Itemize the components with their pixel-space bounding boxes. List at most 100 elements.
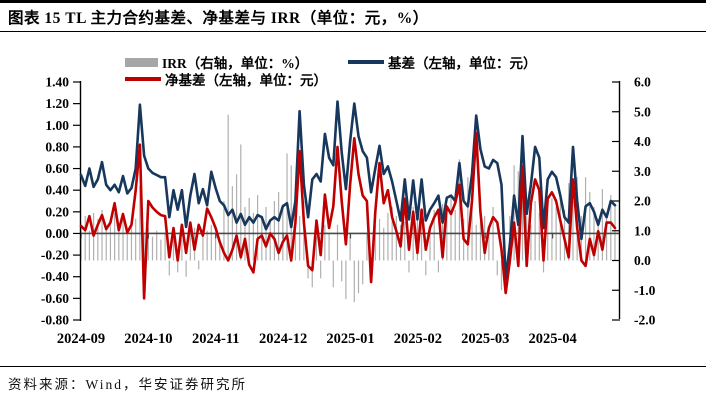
irr-bar — [383, 227, 385, 261]
legend-label-basis: 基差（左轴，单位：元） — [388, 56, 537, 71]
basis-line-swatch-icon — [348, 60, 384, 64]
irr-bar — [219, 239, 221, 261]
irr-bar — [210, 224, 212, 261]
top-border — [0, 0, 706, 3]
irr-bar — [454, 209, 456, 261]
x-axis-label: 2025-03 — [461, 331, 509, 347]
right-axis-label: 2.0 — [634, 194, 651, 209]
irr-bar — [395, 215, 397, 261]
irr-bar — [378, 218, 381, 261]
irr-bar — [324, 224, 326, 261]
irr-bar — [139, 186, 141, 261]
source-note: 资料来源：Wind，华安证券研究所 — [8, 377, 247, 392]
irr-bar — [151, 236, 154, 261]
irr-bar — [408, 260, 410, 273]
irr-bar — [446, 215, 448, 261]
irr-bar — [172, 236, 175, 261]
right-axis-label: -2.0 — [634, 313, 656, 328]
x-axis-label: 2025-01 — [326, 331, 374, 347]
irr-bar — [231, 186, 233, 261]
irr-bar — [328, 233, 330, 261]
right-axis-label: 3.0 — [634, 164, 651, 179]
irr-bar — [269, 221, 271, 261]
x-axis-label: 2024-09 — [57, 331, 105, 347]
irr-bar — [547, 209, 549, 261]
irr-bar — [610, 195, 612, 261]
irr-bar — [290, 165, 292, 261]
irr-bar — [168, 260, 170, 276]
right-axis-label: 1.0 — [634, 223, 651, 238]
irr-bar — [118, 224, 120, 261]
irr-bar — [458, 159, 461, 261]
irr-bar — [315, 236, 318, 261]
irr-bar — [223, 201, 225, 261]
irr-bar — [345, 260, 347, 300]
x-axis-label: 2024-12 — [259, 331, 307, 347]
irr-bar — [227, 114, 229, 261]
irr-bar — [500, 260, 503, 291]
irr-bar — [425, 260, 427, 276]
irr-bar — [147, 227, 149, 261]
legend-item-net-basis: 净基差（左轴，单位：元） — [125, 71, 327, 88]
irr-bar — [114, 212, 116, 261]
irr-bar — [332, 260, 334, 288]
irr-bar — [387, 212, 389, 261]
irr-bar — [374, 224, 376, 261]
irr-bar — [135, 218, 137, 261]
left-axis-label: -0.40 — [41, 269, 69, 284]
right-axis-label: 6.0 — [634, 75, 651, 90]
irr-bar — [534, 201, 536, 261]
irr-bar — [160, 239, 162, 261]
irr-bar — [353, 260, 355, 303]
irr-bar — [341, 260, 343, 282]
irr-bar — [185, 260, 187, 277]
x-axis-label: 2025-02 — [394, 331, 442, 347]
irr-bar — [433, 209, 435, 261]
irr-bar — [320, 260, 322, 279]
left-axis-label: 0.40 — [45, 183, 69, 198]
footer-divider — [0, 366, 706, 367]
irr-bar — [530, 224, 532, 261]
irr-bar — [597, 218, 599, 261]
irr-bar — [156, 230, 158, 261]
left-axis-label: -0.60 — [41, 291, 69, 306]
irr-bar — [538, 212, 540, 261]
irr-bar — [109, 221, 112, 261]
irr-bar — [189, 233, 191, 261]
irr-bar — [488, 230, 490, 261]
figure-title: 图表 15 TL 主力合约基差、净基差与 IRR（单位：元，%） — [8, 10, 429, 27]
irr-bar — [479, 201, 482, 261]
irr-bar — [143, 233, 145, 261]
x-axis-label: 2024-10 — [124, 331, 172, 347]
irr-bar — [362, 260, 364, 285]
irr-bar — [437, 260, 439, 273]
irr-bar — [181, 239, 183, 261]
irr-bar — [442, 203, 444, 261]
irr-bar — [235, 174, 238, 261]
irr-bar — [273, 201, 276, 261]
left-axis-label: 0.80 — [45, 139, 69, 154]
irr-bar — [282, 203, 284, 261]
irr-bar — [336, 224, 339, 261]
x-axis-label: 2024-11 — [192, 331, 240, 347]
right-axis-label: 4.0 — [634, 134, 651, 149]
legend-item-irr: IRR（右轴，单位：%） — [125, 54, 308, 71]
irr-bar — [84, 215, 86, 261]
left-axis-label: 1.00 — [45, 118, 69, 133]
irr-bar — [252, 212, 254, 261]
left-axis-label: 0.00 — [45, 226, 69, 241]
irr-bar — [214, 233, 217, 261]
irr-bar — [202, 236, 204, 261]
irr-bar — [450, 195, 452, 261]
irr-bar — [589, 192, 591, 261]
irr-bar — [404, 221, 406, 261]
net-basis-line-swatch-icon — [125, 77, 161, 81]
irr-bar — [101, 209, 103, 261]
net-basis-line — [79, 131, 617, 300]
left-axis-label: 0.20 — [45, 204, 69, 219]
irr-bar — [584, 177, 587, 261]
irr-bar — [240, 144, 242, 261]
left-axis-label: 1.40 — [45, 75, 69, 90]
irr-bar — [420, 212, 423, 261]
